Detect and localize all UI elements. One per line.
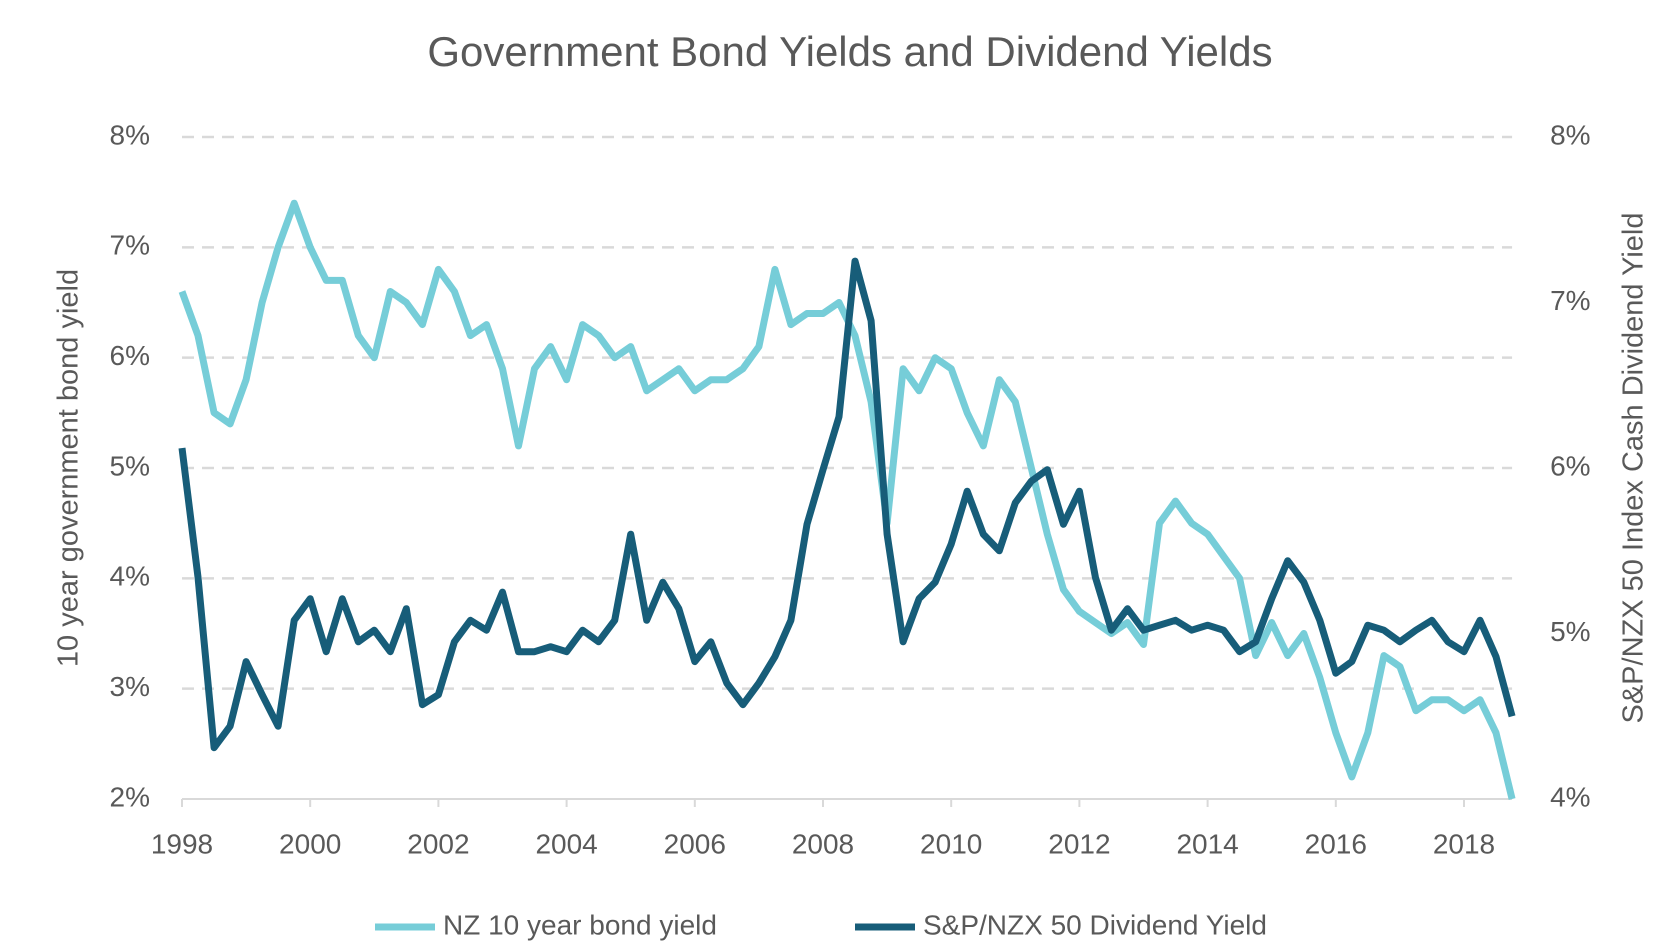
y-axis-title: 10 year government bond yield [53,269,85,667]
y-tick-label: 3% [110,671,150,702]
x-tick-label: 2000 [279,828,341,859]
x-tick-label: 2016 [1305,828,1367,859]
x-tick-label: 2012 [1048,828,1110,859]
chart-title: Government Bond Yields and Dividend Yiel… [427,28,1272,75]
y-tick-label: 5% [110,450,150,481]
y2-tick-label: 7% [1550,285,1590,316]
y-tick-label: 4% [110,561,150,592]
x-tick-label: 2008 [792,828,854,859]
x-tick-label: 2014 [1176,828,1238,859]
series-line [178,199,1516,800]
legend-label: NZ 10 year bond yield [443,909,717,940]
y-tick-label: 2% [110,781,150,812]
series-line [178,257,1516,752]
y-tick-label: 7% [110,230,150,261]
y2-tick-label: 8% [1550,119,1590,150]
x-tick-label: 2002 [407,828,469,859]
legend-label: S&P/NZX 50 Dividend Yield [923,909,1267,940]
y2-tick-label: 4% [1550,781,1590,812]
y-tick-label: 8% [110,119,150,150]
x-tick-label: 2018 [1433,828,1495,859]
y2-tick-label: 5% [1550,616,1590,647]
x-tick-label: 1998 [151,828,213,859]
y-tick-label: 6% [110,340,150,371]
x-tick-label: 2010 [920,828,982,859]
y2-axis-title: S&P/NZX 50 Index Cash Dividend Yield [1618,213,1650,724]
y2-tick-label: 6% [1550,450,1590,481]
x-tick-label: 2004 [535,828,597,859]
x-tick-label: 2006 [664,828,726,859]
